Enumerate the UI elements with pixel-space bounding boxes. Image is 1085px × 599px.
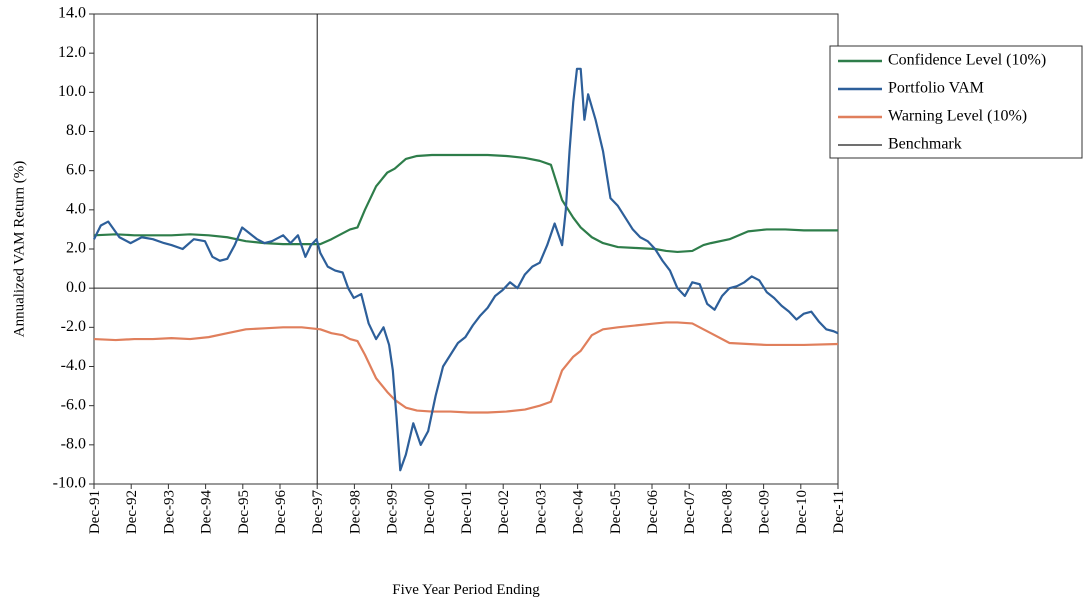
- x-tick-label: Dec-99: [385, 490, 401, 534]
- x-axis-title: Five Year Period Ending: [392, 582, 540, 598]
- y-tick-label: 14.0: [58, 5, 86, 22]
- x-tick-label: Dec-07: [682, 490, 698, 535]
- x-tick-label: Dec-91: [87, 490, 103, 534]
- y-tick-label: 6.0: [66, 161, 86, 178]
- y-tick-label: 12.0: [58, 44, 86, 61]
- y-tick-label: 10.0: [58, 83, 86, 100]
- y-tick-label: -4.0: [61, 357, 86, 374]
- series-layer: [93, 14, 839, 484]
- y-tick-label: 4.0: [66, 201, 86, 218]
- x-tick-label: Dec-92: [124, 490, 140, 534]
- x-tick-label: Dec-11: [831, 490, 847, 534]
- legend-frame: [829, 45, 1083, 159]
- x-tick-label: Dec-01: [459, 490, 475, 534]
- x-tick-label: Dec-94: [199, 490, 215, 535]
- x-tick-label: Dec-95: [236, 490, 252, 534]
- legend-label-benchmark: Benchmark: [888, 136, 962, 153]
- legend-label-warning-level-10: Warning Level (10%): [888, 108, 1027, 125]
- x-tick-label: Dec-04: [571, 490, 587, 535]
- y-tick-label: -6.0: [61, 396, 86, 413]
- y-axis-title: Annualized VAM Return (%): [11, 161, 27, 338]
- series-line-warning-level-10: [93, 321, 839, 414]
- x-tick-label: Dec-09: [757, 490, 773, 534]
- x-tick-label: Dec-00: [422, 490, 438, 534]
- y-axis: 14.0 12.0 10.0 8.0 6.0 4.0 2.0 0.0 -2.0 -4.0 -6.0 -…: [53, 5, 94, 492]
- x-tick-label: Dec-98: [347, 490, 363, 534]
- legend: Confidence Level (10%) Portfolio VAM Warni…: [829, 45, 1083, 159]
- x-tick-label: Dec-03: [533, 490, 549, 534]
- x-tick-label: Dec-02: [496, 490, 512, 534]
- legend-label-portfolio-vam: Portfolio VAM: [888, 80, 984, 97]
- x-axis: Dec-91 Dec-92 Dec-93 Dec-94 Dec-95 Dec-96 Dec-…: [87, 484, 847, 534]
- x-tick-label: Dec-10: [794, 490, 810, 534]
- y-tick-label: 0.0: [66, 279, 86, 296]
- x-tick-label: Dec-08: [719, 490, 735, 534]
- y-tick-label: -2.0: [61, 318, 86, 335]
- x-tick-label: Dec-97: [310, 490, 326, 535]
- y-tick-label: -8.0: [61, 436, 86, 453]
- x-tick-label: Dec-06: [645, 490, 661, 535]
- y-tick-label: 8.0: [66, 122, 86, 139]
- x-tick-label: Dec-96: [273, 490, 289, 535]
- x-tick-label: Dec-05: [608, 490, 624, 534]
- series-line-portfolio-vam: [93, 67, 839, 472]
- legend-label-confidence-level-10: Confidence Level (10%): [888, 52, 1046, 69]
- y-tick-label: -10.0: [53, 475, 86, 492]
- series-line-confidence-level-10: [93, 153, 838, 254]
- plot-area-frame: [93, 13, 839, 485]
- x-tick-label: Dec-93: [161, 490, 177, 534]
- y-tick-label: 2.0: [66, 240, 86, 257]
